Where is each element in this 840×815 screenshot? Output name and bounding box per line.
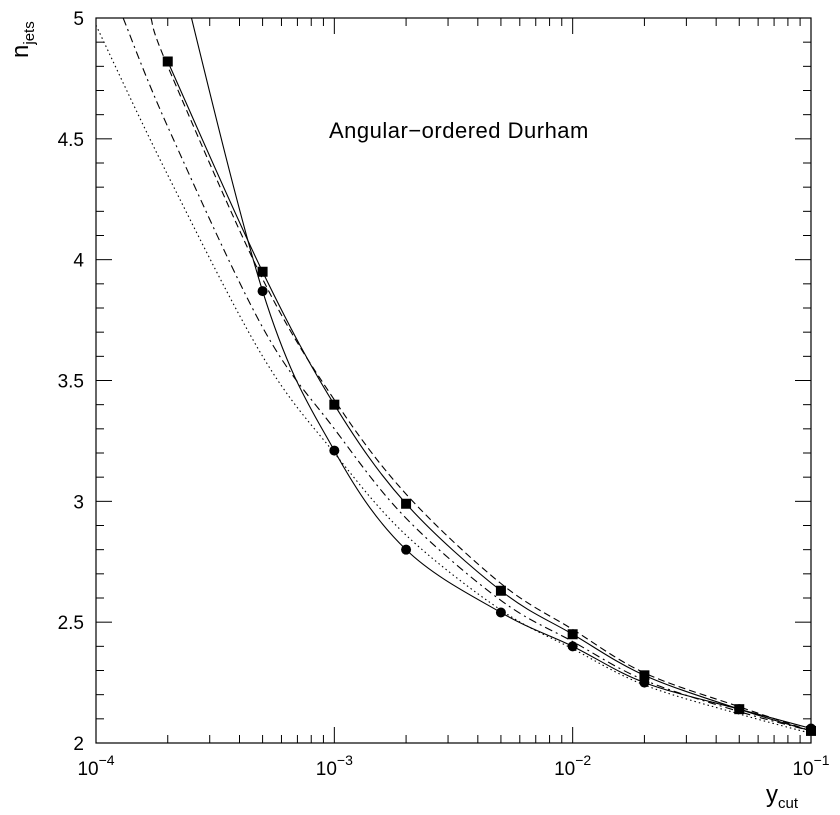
circle-marker <box>401 544 412 555</box>
square-marker <box>329 399 340 410</box>
x-tick-label: 10−3 <box>316 752 353 780</box>
y-axis-label-base: n <box>7 45 34 58</box>
circle-marker <box>734 704 745 715</box>
x-axis-label: ycut <box>766 781 799 812</box>
square-marker <box>162 56 173 67</box>
series-line-dashdot-3 <box>122 18 811 732</box>
x-tick-label: 10−4 <box>77 752 114 780</box>
circle-marker <box>257 286 268 297</box>
y-tick-label: 4.5 <box>58 130 84 151</box>
square-marker <box>257 266 268 277</box>
y-tick-label: 4 <box>73 251 84 272</box>
y-tick-label: 5 <box>73 9 84 30</box>
series-line-solid-0 <box>167 61 811 732</box>
x-tick-label: 10−1 <box>792 752 829 780</box>
x-axis-label-base: y <box>766 781 778 808</box>
y-axis-label-sub: jets <box>21 21 38 45</box>
circle-marker <box>495 607 506 618</box>
y-axis-label: njets <box>7 21 38 58</box>
circle-marker <box>639 677 650 688</box>
square-marker <box>567 629 578 640</box>
annotation-text: Angular−ordered Durham <box>329 118 589 143</box>
square-marker <box>639 670 650 681</box>
square-marker <box>401 498 412 509</box>
circle-marker <box>329 445 340 456</box>
circle-marker <box>567 641 578 652</box>
square-marker <box>495 585 506 596</box>
y-tick-label: 3 <box>73 492 84 513</box>
series-line-dotted-4 <box>96 25 811 734</box>
y-tick-label: 2 <box>73 734 84 755</box>
y-tick-label: 2.5 <box>58 613 84 634</box>
x-axis-label-sub: cut <box>778 795 799 812</box>
x-tick-label: 10−2 <box>554 752 591 780</box>
series-line-dashed-2 <box>150 18 811 732</box>
y-tick-label: 3.5 <box>58 372 84 393</box>
series-line-solid-1 <box>190 18 811 730</box>
